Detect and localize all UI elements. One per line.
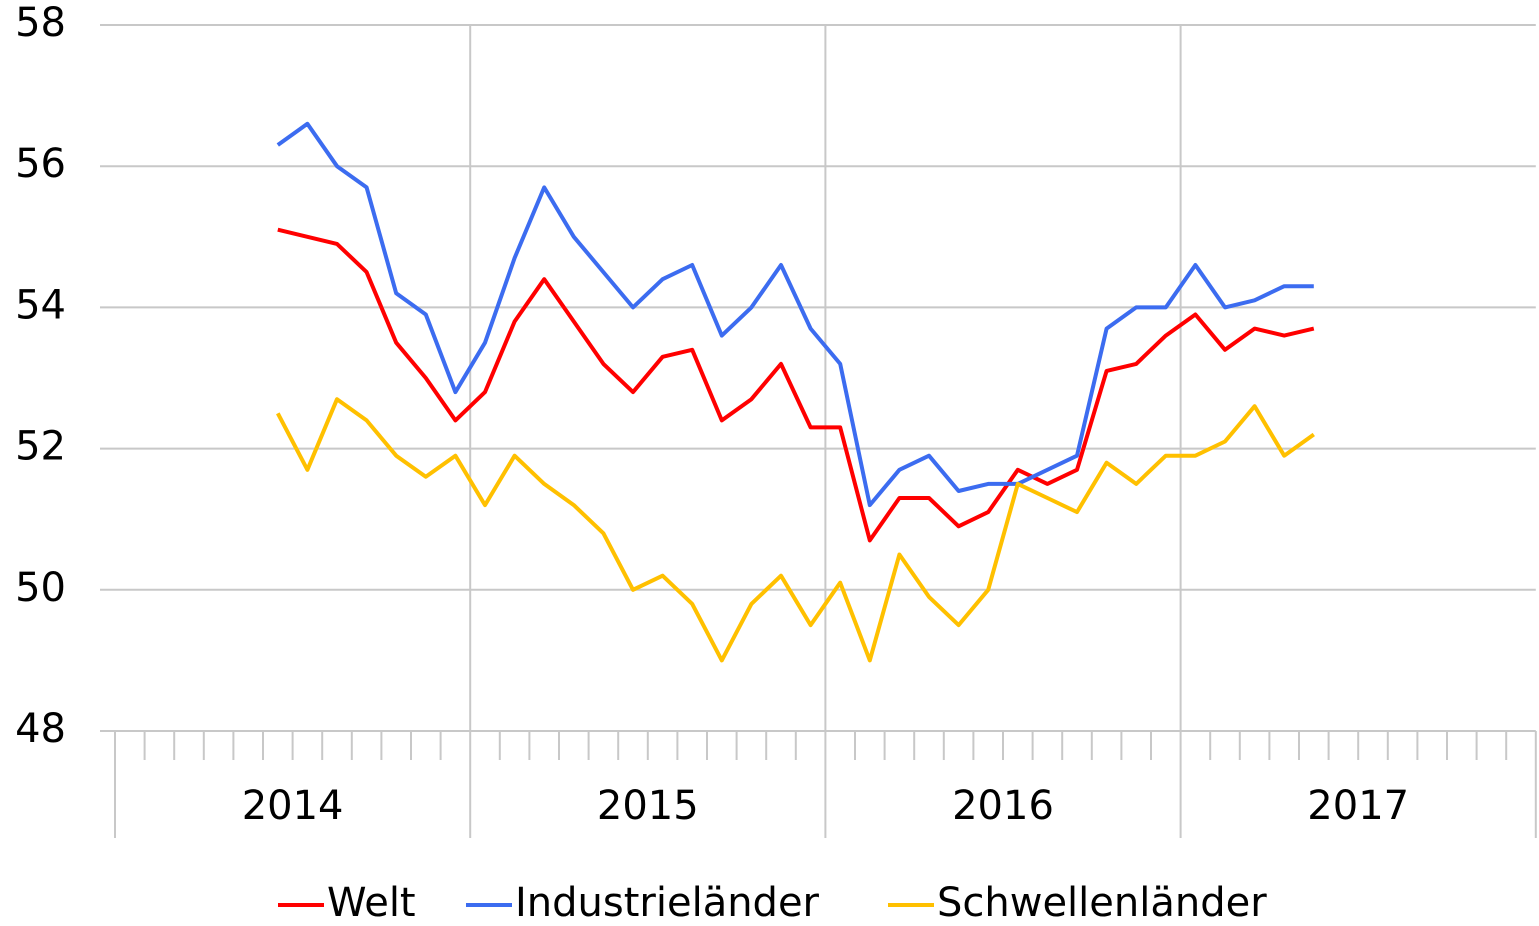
y-tick-label: 56 [15,141,66,187]
x-year-label: 2014 [242,783,344,829]
legend-label: Schwellenländer [937,880,1267,926]
x-year-label: 2015 [597,783,699,829]
y-tick-label: 58 [15,0,66,46]
series-line [277,227,1315,543]
y-tick-label: 50 [15,565,66,611]
series-line [276,121,1314,508]
legend-label: Welt [327,880,416,926]
x-year-label: 2017 [1307,783,1409,829]
y-tick-label: 48 [15,706,66,752]
series-line [276,397,1315,663]
legend-label: Industrieländer [515,880,820,926]
y-tick-label: 54 [15,282,66,328]
y-tick-label: 52 [15,424,66,470]
x-year-label: 2016 [952,783,1054,829]
